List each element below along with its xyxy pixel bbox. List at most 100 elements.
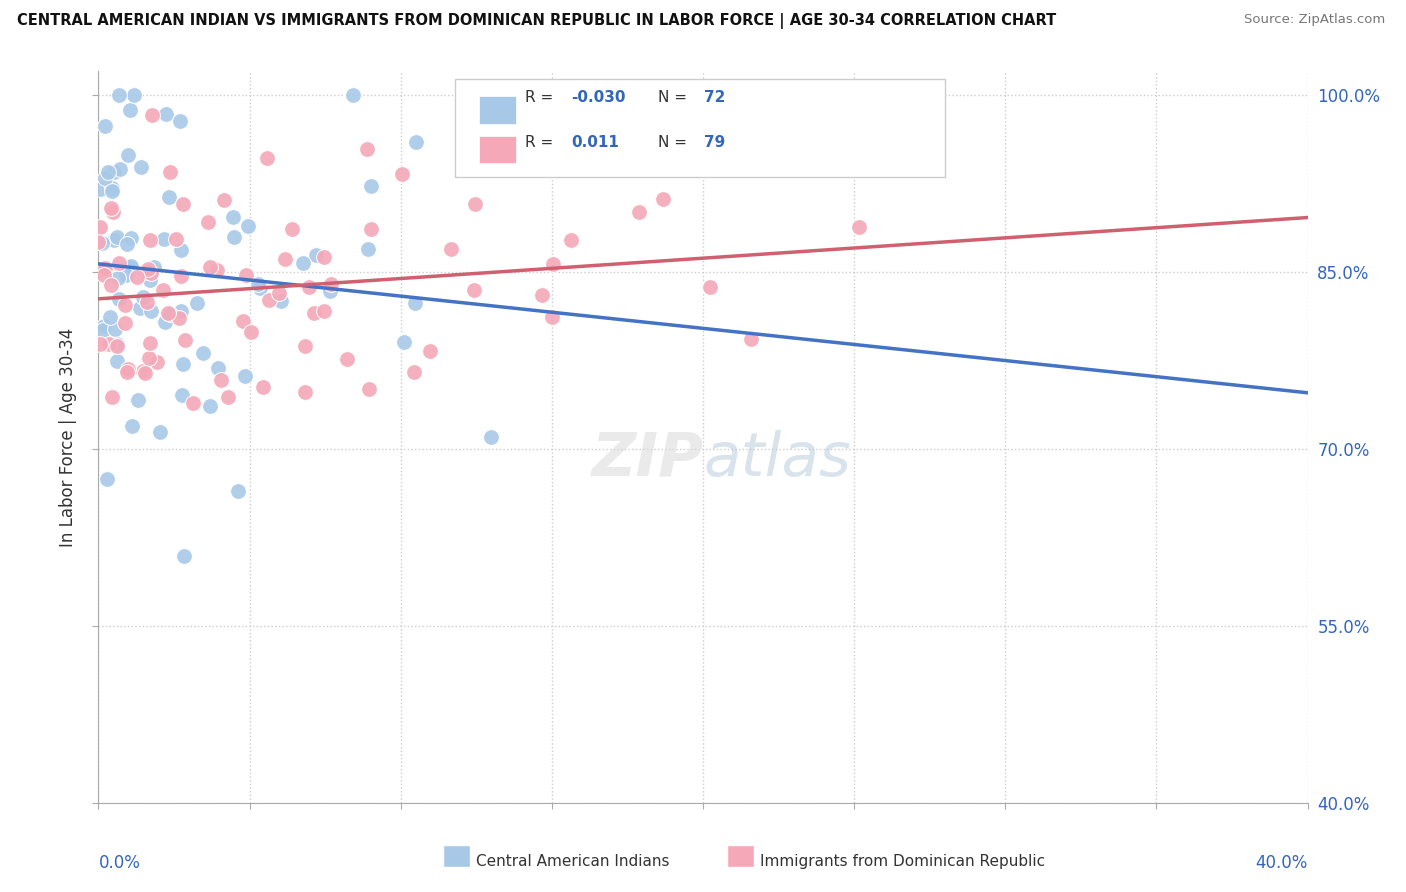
Point bbox=[191, 346, 214, 360]
Point bbox=[319, 277, 342, 291]
Point bbox=[848, 220, 870, 235]
Point bbox=[134, 367, 156, 381]
Point bbox=[138, 336, 160, 351]
Point bbox=[405, 135, 427, 149]
Point bbox=[136, 261, 159, 276]
Point bbox=[169, 113, 191, 128]
Point bbox=[105, 353, 128, 368]
Point bbox=[198, 260, 221, 274]
Point bbox=[302, 306, 325, 320]
Point bbox=[699, 280, 721, 294]
Point bbox=[530, 288, 553, 302]
Point bbox=[249, 281, 271, 295]
Point bbox=[463, 283, 485, 297]
Point bbox=[359, 382, 381, 396]
Point bbox=[336, 351, 359, 366]
Point bbox=[108, 256, 131, 270]
Point bbox=[222, 229, 245, 244]
Point bbox=[153, 315, 176, 329]
Text: Immigrants from Dominican Republic: Immigrants from Dominican Republic bbox=[759, 854, 1045, 869]
Point bbox=[139, 233, 162, 247]
Point bbox=[122, 87, 145, 102]
Point bbox=[357, 243, 380, 257]
Point bbox=[107, 292, 129, 306]
Point bbox=[108, 162, 131, 177]
Point bbox=[157, 190, 180, 204]
Point bbox=[197, 215, 219, 229]
Point bbox=[314, 251, 336, 265]
Point bbox=[360, 222, 382, 236]
Point bbox=[212, 193, 235, 207]
Text: Central American Indians: Central American Indians bbox=[475, 854, 669, 869]
Point bbox=[105, 337, 128, 351]
Point bbox=[132, 364, 155, 378]
Point bbox=[297, 280, 319, 294]
Point bbox=[94, 260, 117, 275]
Point bbox=[105, 230, 128, 244]
Point bbox=[96, 472, 118, 486]
Point bbox=[419, 344, 441, 359]
Bar bbox=[443, 846, 470, 867]
Point bbox=[89, 337, 111, 351]
Point bbox=[146, 354, 169, 368]
Point bbox=[136, 294, 159, 309]
Point bbox=[440, 242, 463, 256]
Text: 72: 72 bbox=[704, 90, 725, 105]
Text: Source: ZipAtlas.com: Source: ZipAtlas.com bbox=[1244, 13, 1385, 27]
Text: CENTRAL AMERICAN INDIAN VS IMMIGRANTS FROM DOMINICAN REPUBLIC IN LABOR FORCE | A: CENTRAL AMERICAN INDIAN VS IMMIGRANTS FR… bbox=[17, 13, 1056, 29]
Point bbox=[170, 244, 193, 258]
Point bbox=[273, 252, 295, 266]
Point bbox=[627, 205, 650, 219]
Point bbox=[540, 310, 562, 324]
Text: -0.030: -0.030 bbox=[571, 90, 626, 105]
Text: 79: 79 bbox=[704, 135, 725, 150]
Point bbox=[172, 196, 194, 211]
Point bbox=[740, 333, 762, 347]
Point bbox=[97, 165, 120, 179]
Point bbox=[107, 87, 129, 102]
Point bbox=[240, 325, 263, 339]
Text: R =: R = bbox=[526, 90, 558, 105]
Point bbox=[235, 268, 257, 283]
Point bbox=[318, 284, 340, 298]
Point bbox=[464, 197, 486, 211]
Point bbox=[198, 399, 221, 413]
Text: R =: R = bbox=[526, 135, 568, 150]
Point bbox=[157, 306, 180, 320]
Point bbox=[217, 390, 239, 404]
Point bbox=[100, 201, 122, 215]
Point bbox=[114, 297, 136, 311]
Point bbox=[138, 351, 160, 366]
Point bbox=[207, 361, 229, 376]
Point bbox=[128, 301, 150, 315]
Point bbox=[402, 365, 425, 379]
Point bbox=[291, 256, 314, 270]
Point bbox=[142, 260, 165, 274]
Point bbox=[360, 178, 382, 193]
Point bbox=[238, 219, 260, 233]
Point bbox=[117, 147, 139, 161]
Point bbox=[132, 290, 155, 304]
Point bbox=[209, 373, 232, 387]
Point bbox=[256, 151, 278, 165]
Point bbox=[270, 293, 292, 308]
Text: N =: N = bbox=[658, 135, 692, 150]
Text: 0.011: 0.011 bbox=[571, 135, 619, 150]
Point bbox=[93, 268, 115, 283]
Point bbox=[121, 419, 143, 434]
Point bbox=[170, 303, 193, 318]
Point bbox=[314, 303, 336, 318]
Point bbox=[356, 142, 378, 156]
Point bbox=[186, 296, 208, 310]
Point bbox=[221, 211, 243, 225]
Point bbox=[98, 310, 121, 324]
Point bbox=[136, 265, 159, 279]
Point bbox=[89, 181, 111, 195]
Point bbox=[392, 334, 415, 349]
Point bbox=[138, 273, 160, 287]
Point bbox=[342, 87, 364, 102]
Point bbox=[115, 365, 138, 379]
Point bbox=[294, 339, 316, 353]
Point bbox=[87, 235, 110, 249]
Point bbox=[139, 304, 162, 318]
